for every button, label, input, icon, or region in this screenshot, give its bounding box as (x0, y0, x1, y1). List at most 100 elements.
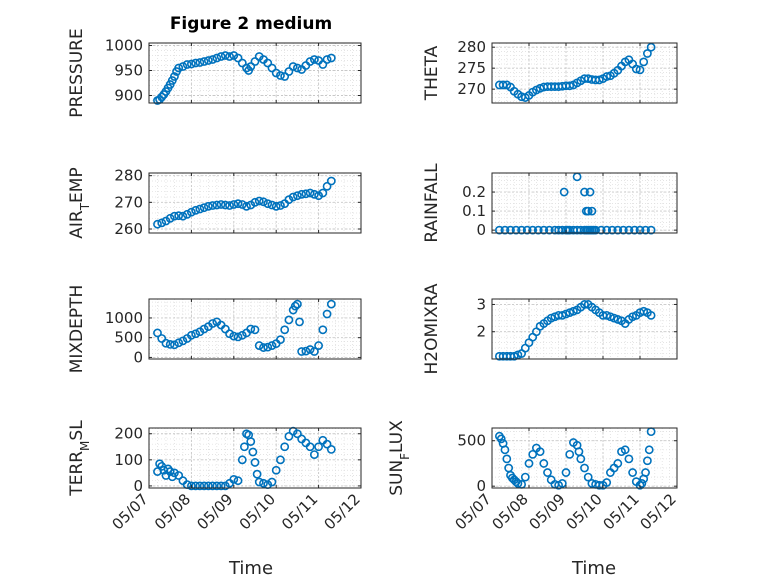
data-point (583, 472, 593, 482)
data-point (284, 67, 294, 76)
data-point (191, 329, 201, 339)
data-point (259, 197, 268, 207)
data-point (191, 481, 201, 491)
data-point (203, 481, 213, 491)
data-point (276, 71, 285, 80)
data-point (174, 211, 184, 221)
data-point (620, 445, 630, 455)
data-point (246, 62, 256, 71)
data-point (580, 463, 589, 473)
axes-frame (491, 298, 678, 360)
data-point (216, 200, 226, 209)
data-point (157, 92, 167, 102)
data-point (635, 480, 645, 490)
data-point (165, 467, 175, 476)
y-tick-label: 260 (114, 220, 143, 238)
data-point (301, 189, 311, 199)
data-point (576, 454, 586, 464)
data-point (178, 62, 188, 71)
data-point (267, 63, 277, 73)
data-point (314, 341, 323, 350)
data-point (153, 219, 162, 229)
data-point (326, 299, 336, 309)
y-tick-label: 100 (114, 451, 143, 469)
data-point (644, 445, 654, 455)
data-point (585, 187, 595, 197)
data-point (271, 465, 281, 475)
data-point (292, 299, 302, 309)
data-point (254, 196, 264, 206)
data-point (641, 468, 650, 477)
y-tick-label: 200 (114, 425, 143, 443)
data-point (280, 72, 290, 81)
y-axis-label: AIRTEMP (67, 167, 92, 238)
x-tick-label: 05/07 (109, 490, 152, 533)
axes-background (149, 43, 361, 103)
x-tick-label: 05/08 (489, 490, 532, 533)
subplot-rainfall: 00.10.2 RAINFALL (422, 163, 678, 243)
data-point (199, 57, 209, 66)
x-tick-label: 05/12 (321, 490, 364, 533)
data-point (233, 53, 243, 63)
data-point (174, 471, 184, 480)
data-point (322, 309, 332, 319)
data-point (580, 187, 589, 197)
data-point (292, 429, 302, 439)
y-tick-label: 900 (114, 87, 143, 105)
data-point (203, 56, 213, 65)
data-point (174, 338, 184, 348)
data-point (607, 225, 617, 235)
data-point (318, 60, 328, 69)
x-tick-label: 05/09 (526, 490, 569, 533)
data-point (628, 468, 637, 477)
data-point (254, 341, 264, 350)
data-point (511, 225, 521, 235)
subplot-h2omixra: 2 3 H2OMIXRA (422, 283, 678, 375)
data-point (635, 65, 645, 75)
data-point (186, 481, 196, 491)
data-point (212, 53, 222, 63)
data-point (229, 474, 239, 484)
axes-frame (148, 172, 362, 234)
data-point (246, 324, 256, 334)
data-point (233, 476, 243, 486)
data-point (203, 201, 213, 211)
data-point (646, 310, 656, 320)
data-point (170, 340, 179, 350)
data-point (326, 176, 336, 186)
y-tick-label: 280 (114, 167, 143, 185)
y-axis-label: SUNFLUX (387, 420, 412, 496)
data-point (646, 225, 656, 235)
data-point (502, 454, 512, 464)
data-point (229, 200, 239, 209)
data-point (318, 188, 328, 198)
series-h2omixra (494, 300, 656, 361)
data-point (276, 201, 285, 210)
data-point (237, 200, 247, 209)
data-point (195, 204, 205, 214)
data-point (637, 479, 647, 488)
data-point (280, 442, 290, 452)
data-point (305, 345, 315, 354)
data-point (314, 442, 323, 452)
data-point (178, 211, 188, 221)
data-point (170, 211, 179, 221)
data-point (248, 447, 258, 457)
x-tick-label: 05/10 (563, 490, 606, 533)
data-point (506, 225, 515, 235)
data-point (267, 477, 277, 487)
y-axis-label: RAINFALL (422, 163, 442, 243)
data-point (259, 343, 268, 352)
data-point (613, 459, 623, 468)
data-point (559, 187, 569, 197)
subplot-air-temp: 260 270 280 AIRTEMP (67, 167, 362, 239)
data-point (322, 181, 332, 191)
data-point (494, 225, 504, 235)
data-point (290, 301, 300, 311)
data-point (517, 225, 526, 235)
axes-background (492, 173, 677, 233)
y-tick-label: 3 (476, 295, 486, 313)
data-point (643, 456, 652, 466)
data-point (239, 442, 249, 452)
data-point (305, 442, 315, 452)
